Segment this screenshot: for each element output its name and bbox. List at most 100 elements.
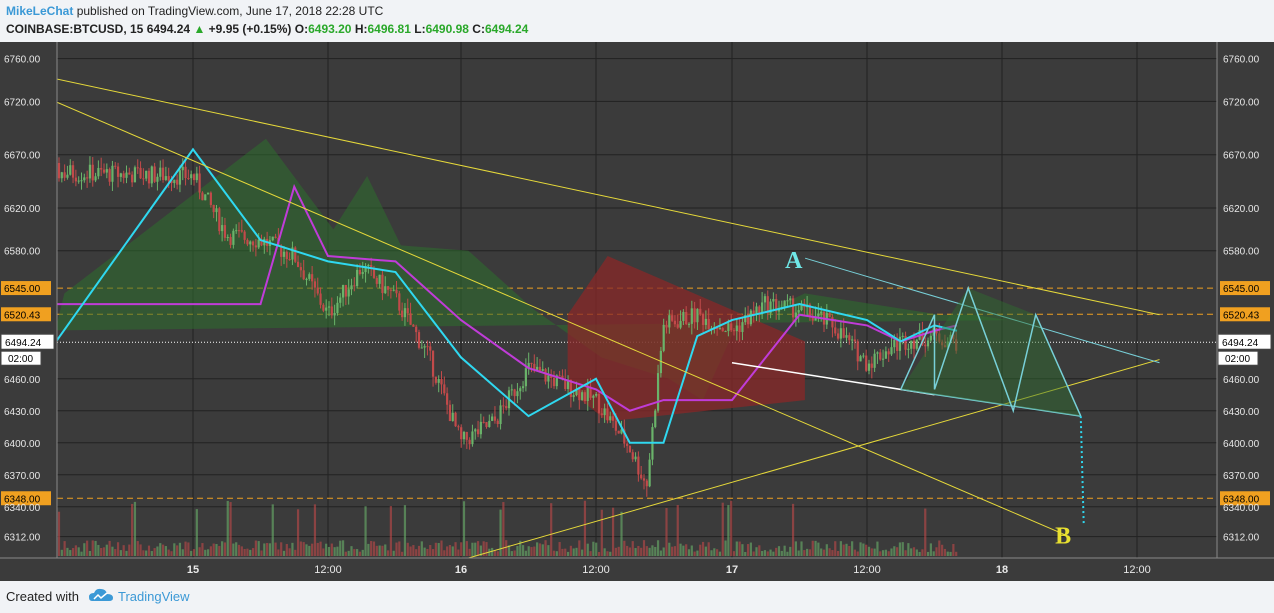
candle-body [235,230,238,232]
volume-bar [392,550,395,556]
volume-bar [136,541,139,556]
volume-bar [761,551,764,556]
volume-bar [384,544,387,556]
candle-body [221,225,224,232]
open-value: 6493.20 [308,22,352,36]
volume-bar [578,540,581,556]
candle-body [370,265,373,269]
current-price-label: 6494.24 [5,338,42,349]
volume-bar [600,509,603,556]
candle-body [867,363,871,371]
candle-body [735,325,738,332]
symbol-label[interactable]: COINBASE:BTCUSD, 15 [6,22,144,36]
candle-body [429,346,432,351]
volume-bar [755,547,758,556]
published-text: published on TradingView.com, June 17, 2… [76,4,384,18]
candle-body [718,328,722,330]
candle-body [730,323,733,331]
candle-body [108,169,111,182]
volume-bar [673,546,677,556]
x-tick-label: 12:00 [1123,564,1151,576]
candle-body [496,420,499,425]
candle-body [558,375,561,377]
volume-bar [502,502,505,556]
candle-body [184,166,187,179]
volume-bar [848,545,851,556]
volume-bar [521,545,525,556]
volume-bar [156,546,159,556]
tradingview-link[interactable]: TradingView [118,589,190,604]
volume-bar [100,547,103,556]
candle-body [637,456,640,475]
author-link[interactable]: MikeLeChat [6,4,74,18]
volume-bar [685,544,688,556]
volume-bar [367,543,370,556]
candle-body [302,270,305,280]
candle-body [707,318,710,330]
candle-body [943,345,947,348]
candle-body [640,474,643,479]
candle-body [727,323,730,332]
volume-bar [763,550,767,556]
candle-body [794,312,797,318]
candle-body [530,362,533,364]
candle-body [271,236,274,241]
volume-bar [589,551,592,556]
candle-body [783,300,786,307]
x-tick-label: 15 [187,564,199,576]
candle-body [887,351,890,355]
volume-bar [859,542,862,556]
volume-bar [772,551,775,556]
candle-body [232,230,235,245]
drawings: AB [0,66,1160,561]
volume-bar [226,500,229,556]
right-y-tick-label: 6545.00 [1223,284,1260,295]
close-label: C: [472,22,485,36]
candle-body [890,347,893,355]
candle-body [147,170,151,184]
candle-body [311,274,314,282]
volume-bar [370,541,373,556]
volume-bar [710,550,713,556]
volume-bar [873,548,876,556]
volume-bar [746,544,750,556]
open-label: O: [294,22,309,36]
volume-bar [485,542,488,556]
candle-body [381,274,384,294]
candle-body [339,297,342,303]
volume-bar [465,541,468,556]
candle-body [620,429,623,434]
volume-bar [704,546,707,556]
low-label: L: [414,22,426,36]
volume-bar [201,543,204,556]
candle-body [746,315,750,325]
candle-body [597,393,601,414]
volume-bar [423,547,426,556]
volume-bar [77,547,80,556]
volume-bar [783,545,786,556]
candle-body [671,315,674,321]
candle-body [800,303,803,311]
right-current-price-badge [1217,333,1272,350]
candle-body [493,416,497,421]
volume-bar [946,551,949,556]
candle-body [811,316,814,321]
countdown-badge [1217,350,1259,366]
price-level-badge [1220,281,1270,296]
candle-body [57,162,61,179]
candle-body [88,164,92,179]
volume-bar [645,546,648,556]
countdown-label: 02:00 [1225,354,1250,365]
volume-bar [437,543,440,556]
right-y-tick-label: 6520.43 [1223,310,1260,321]
right-y-tick-label: 6348.00 [1223,494,1260,505]
candle-body [538,366,542,371]
candle-body [673,320,677,325]
left-y-tick-label: 6400.00 [4,439,41,450]
volume-bar [406,542,409,556]
volume-bar [896,547,899,556]
volume-bar [527,546,530,556]
right-y-tick-label: 6370.00 [1223,471,1260,482]
candle-body [462,431,466,440]
